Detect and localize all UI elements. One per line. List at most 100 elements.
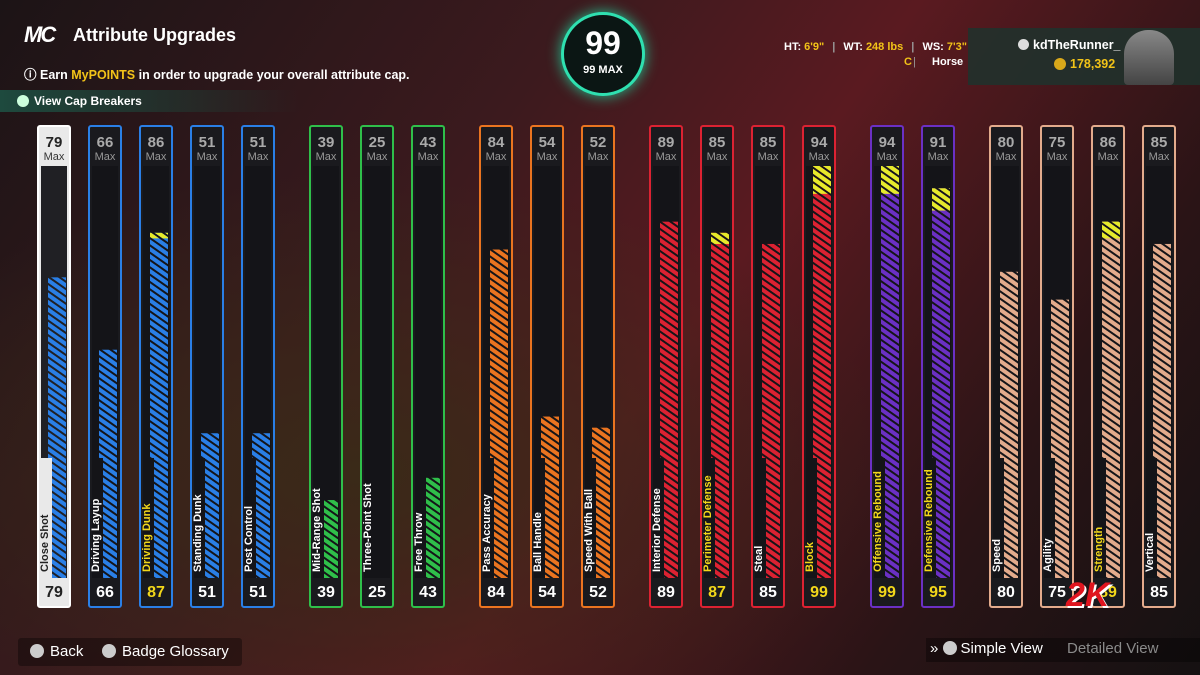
- max-label: Max: [588, 151, 609, 163]
- attribute-fill: [762, 243, 780, 578]
- archetype: Horse: [932, 56, 964, 68]
- max-label: Max: [1098, 151, 1119, 163]
- attribute-fill: [99, 349, 117, 578]
- max-value: 43: [420, 134, 437, 151]
- attribute-name: Perimeter Defense: [702, 475, 714, 572]
- back-text: Back: [50, 643, 84, 660]
- max-label: Max: [537, 151, 558, 163]
- attribute-fill: [711, 232, 729, 579]
- max-label: Max: [758, 151, 779, 163]
- attribute-value: 25: [368, 584, 386, 601]
- max-label: Max: [928, 151, 949, 163]
- boost-segment: [711, 232, 729, 244]
- vc-text: 178,392: [1070, 57, 1116, 71]
- max-label: Max: [44, 151, 65, 163]
- attribute-fill: [201, 433, 219, 578]
- max-label: Max: [1149, 151, 1170, 163]
- max-label: Max: [877, 151, 898, 163]
- attribute-fill: [150, 232, 168, 579]
- attribute-value: 85: [1150, 584, 1168, 601]
- back-button[interactable]: Back: [30, 643, 83, 660]
- label-tab: [704, 458, 715, 578]
- attribute-name: Mid-Range Shot: [311, 488, 323, 572]
- attribute-value: 89: [657, 584, 675, 601]
- attribute-value: 85: [759, 584, 777, 601]
- attribute-value: 54: [538, 584, 556, 601]
- attribute-fill: [490, 249, 508, 578]
- attribute-value: 87: [147, 584, 165, 601]
- attribute-name: Strength: [1093, 527, 1105, 573]
- attribute-value: 79: [45, 584, 63, 601]
- max-label: Max: [95, 151, 116, 163]
- username-text: kdTheRunner_: [1033, 38, 1121, 52]
- max-value: 85: [709, 134, 726, 151]
- title: Attribute Upgrades: [73, 25, 237, 45]
- attribute-fill: [48, 277, 66, 578]
- avatar: [1124, 30, 1174, 85]
- attribute-name: Pass Accuracy: [481, 493, 493, 572]
- attribute-value: 75: [1048, 584, 1066, 601]
- max-label: Max: [316, 151, 337, 163]
- footer-right: [926, 638, 1200, 662]
- badge-glossary-button[interactable]: Badge Glossary: [102, 643, 229, 660]
- stat-value: 7'3": [946, 41, 967, 53]
- max-value: 51: [199, 134, 216, 151]
- attribute-fill: [1051, 299, 1069, 578]
- label-tab: [755, 458, 766, 578]
- overall-value: 99: [585, 25, 621, 61]
- max-value: 91: [930, 134, 947, 151]
- attribute-value: 51: [249, 584, 267, 601]
- max-value: 84: [488, 134, 505, 151]
- attribute-name: Driving Dunk: [141, 503, 153, 572]
- attribute-name: Defensive Rebound: [923, 469, 935, 572]
- attribute-fill: [813, 166, 831, 578]
- subtitle: ⓘ Earn MyPOINTS in order to upgrade your…: [24, 68, 410, 82]
- attribute-name: Offensive Rebound: [872, 471, 884, 572]
- attribute-name: Steal: [753, 546, 765, 572]
- attribute-name: Speed: [991, 539, 1003, 572]
- attribute-name: Close Shot: [39, 514, 51, 572]
- label-tab: [41, 458, 52, 578]
- detailed-view-button[interactable]: Detailed View: [1067, 640, 1159, 657]
- attribute-value: 84: [487, 584, 505, 601]
- button-icon: [17, 95, 29, 107]
- overall-badge: 99 99 MAX: [561, 12, 645, 96]
- username: kdTheRunner_: [1018, 38, 1121, 52]
- cap-breakers-button[interactable]: View Cap Breakers: [0, 90, 300, 112]
- boost-segment: [881, 166, 899, 194]
- attribute-value: 99: [810, 584, 828, 601]
- attribute-value: 89: [1099, 584, 1117, 601]
- max-value: 86: [148, 134, 165, 151]
- label-tab: [806, 458, 817, 578]
- simple-view-button[interactable]: » Simple View: [930, 640, 1043, 657]
- attribute-value: 43: [419, 584, 437, 601]
- position: C: [904, 56, 912, 68]
- boost-segment: [932, 188, 950, 211]
- label-tab: [364, 458, 375, 578]
- max-label: Max: [197, 151, 218, 163]
- attribute-fill: [541, 416, 559, 578]
- attribute-value: 51: [198, 584, 216, 601]
- max-label: Max: [486, 151, 507, 163]
- max-value: 85: [760, 134, 777, 151]
- label-tab: [653, 458, 664, 578]
- attribute-value: 80: [997, 584, 1015, 601]
- footer-left: [18, 638, 242, 666]
- brand-logo: 2K: [1066, 576, 1110, 614]
- attribute-name: Three-Point Shot: [362, 483, 374, 572]
- max-label: Max: [418, 151, 439, 163]
- attribute-name: Agility: [1042, 538, 1054, 572]
- separator: |: [908, 41, 918, 53]
- max-value: 89: [658, 134, 675, 151]
- max-value: 94: [879, 134, 896, 151]
- attribute-value: 52: [589, 584, 607, 601]
- profile-box: kdTheRunner_ 178,392: [968, 28, 1200, 85]
- attribute-name: Free Throw: [413, 512, 425, 572]
- label-tab: [245, 458, 256, 578]
- max-label: Max: [367, 151, 388, 163]
- subtitle-highlight: MyPOINTS: [71, 68, 136, 82]
- max-label: Max: [809, 151, 830, 163]
- stat-value: 6'9": [804, 41, 825, 53]
- boost-segment: [813, 166, 831, 194]
- label-tab: [313, 458, 324, 578]
